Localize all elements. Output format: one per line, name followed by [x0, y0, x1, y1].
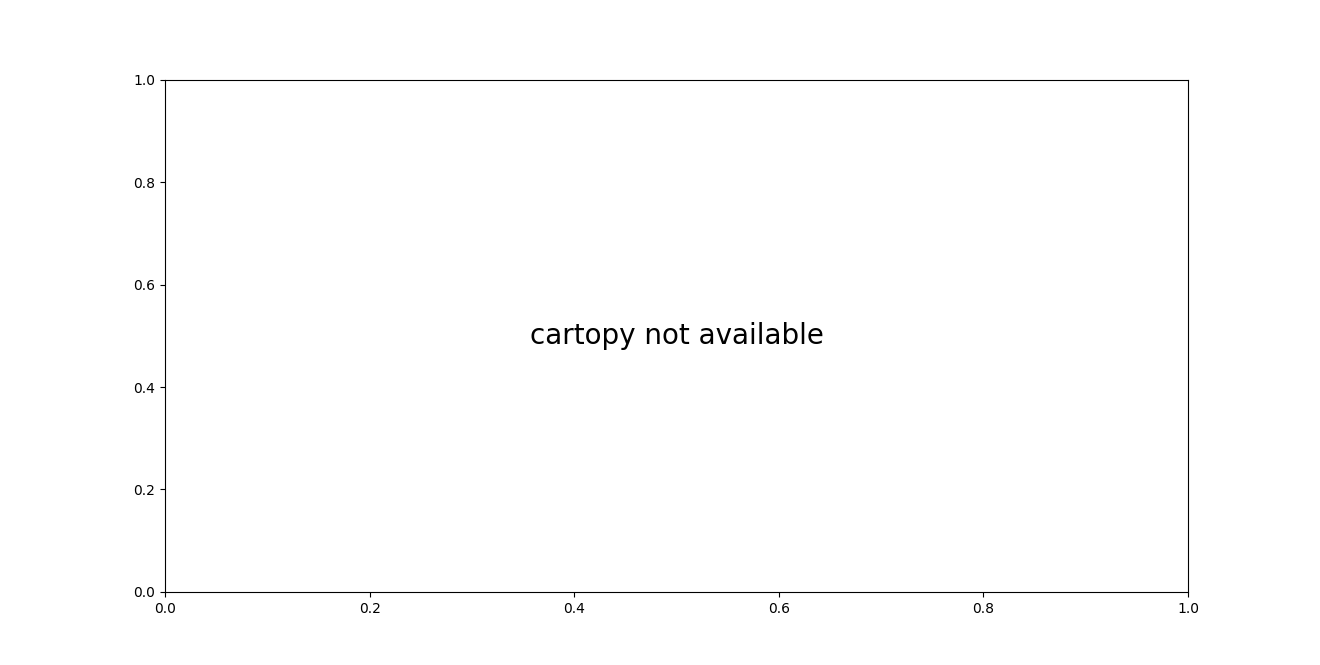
Text: cartopy not available: cartopy not available [529, 322, 824, 350]
